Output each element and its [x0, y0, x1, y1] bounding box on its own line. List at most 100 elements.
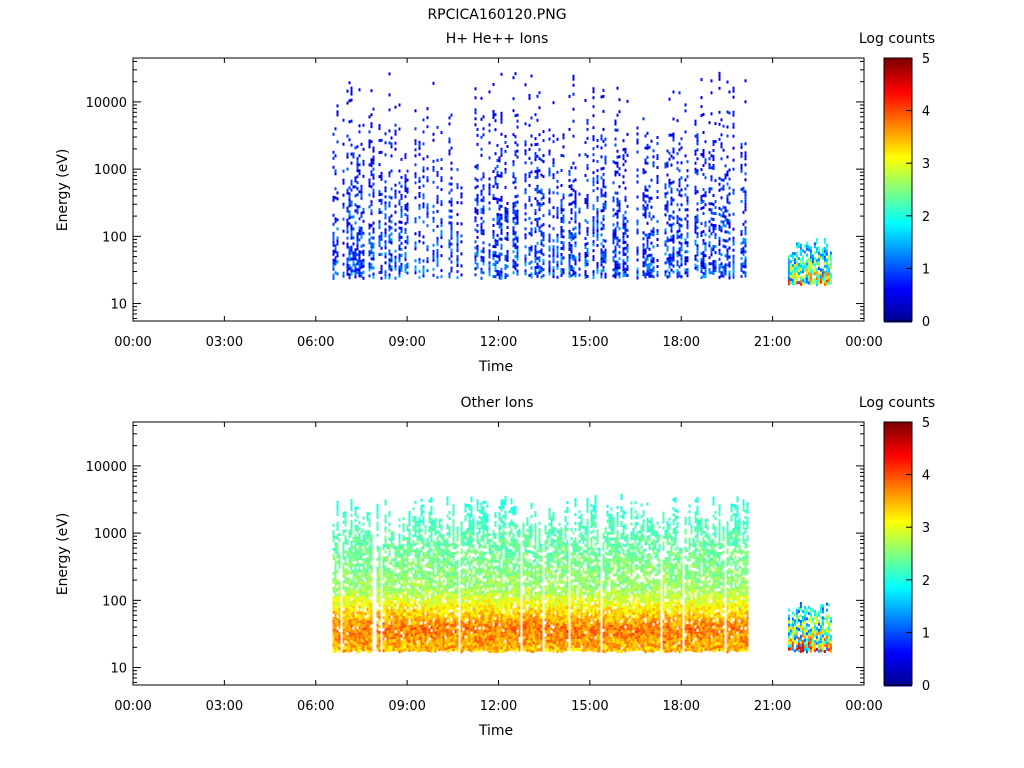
- spectrogram-cell: [430, 637, 433, 641]
- spectrogram-cell: [813, 257, 816, 261]
- spectrogram-cell: [516, 113, 519, 117]
- spectrogram-cell: [370, 209, 373, 213]
- spectrogram-cell: [332, 150, 335, 154]
- spectrogram-cell: [406, 265, 409, 269]
- spectrogram-cell: [516, 155, 519, 159]
- spectrogram-cell: [338, 605, 341, 608]
- spectrogram-cell: [614, 170, 617, 174]
- spectrogram-cell: [416, 634, 419, 638]
- spectrogram-cell: [452, 522, 455, 526]
- spectrogram-cell: [392, 594, 395, 598]
- spectrogram-cell: [336, 524, 339, 528]
- spectrogram-cell: [556, 245, 559, 249]
- spectrogram-cell: [380, 150, 383, 154]
- spectrogram-cell: [614, 227, 617, 231]
- spectrogram-cell: [825, 282, 828, 286]
- colorbar-swatch: [884, 82, 912, 85]
- spectrogram-cell: [334, 568, 337, 572]
- spectrogram-cell: [740, 241, 743, 245]
- spectrogram-cell: [366, 626, 369, 629]
- spectrogram-cell: [612, 256, 615, 260]
- spectrogram-cell: [444, 623, 447, 627]
- spectrogram-cell: [436, 566, 439, 570]
- spectrogram-cell: [348, 258, 351, 262]
- spectrogram-cell: [358, 172, 361, 176]
- spectrogram-cell: [334, 541, 337, 545]
- x-tick-label: 21:00: [754, 335, 791, 350]
- spectrogram-cell: [432, 519, 435, 523]
- spectrogram-cell: [514, 261, 517, 265]
- spectrogram-cell: [528, 246, 531, 250]
- spectrogram-cell: [813, 263, 816, 267]
- spectrogram-cell: [450, 146, 453, 150]
- spectrogram-cell: [720, 145, 723, 149]
- spectrogram-cell: [440, 608, 443, 612]
- spectrogram-cell: [482, 271, 485, 275]
- spectrogram-cell: [416, 523, 419, 527]
- spectrogram-cell: [686, 208, 689, 212]
- spectrogram-cell: [430, 547, 433, 551]
- spectrogram-cell: [358, 554, 361, 558]
- spectrogram-cell: [388, 612, 391, 616]
- spectrogram-cell: [592, 183, 595, 187]
- spectrogram-cell: [332, 637, 335, 641]
- spectrogram-cell: [364, 600, 367, 604]
- spectrogram-cell: [504, 170, 507, 174]
- spectrogram-cell: [400, 226, 403, 230]
- spectrogram-cell: [444, 587, 447, 591]
- spectrogram-cell: [732, 158, 735, 162]
- spectrogram-cell: [668, 223, 671, 227]
- spectrogram-cell: [624, 246, 627, 250]
- spectrogram-cell: [652, 230, 655, 234]
- spectrogram-cell: [436, 626, 439, 630]
- spectrogram-cell: [823, 249, 826, 253]
- spectrogram-cell: [596, 229, 599, 232]
- spectrogram-cell: [430, 580, 433, 584]
- spectrogram-cell: [626, 99, 629, 103]
- spectrogram-cell: [504, 275, 507, 279]
- spectrogram-cell: [442, 615, 445, 619]
- spectrogram-cell: [420, 549, 423, 553]
- spectrogram-cell: [572, 254, 575, 258]
- spectrogram-cell: [446, 547, 449, 551]
- spectrogram-cell: [807, 281, 810, 285]
- spectrogram-cell: [793, 267, 796, 271]
- spectrogram-cell: [684, 109, 687, 113]
- spectrogram-cell: [506, 217, 509, 220]
- spectrogram-cell: [424, 630, 427, 634]
- spectrogram-cell: [592, 90, 595, 94]
- spectrogram-cell: [414, 154, 417, 158]
- spectrogram-cell: [348, 637, 351, 641]
- spectrogram-cell: [442, 579, 445, 583]
- spectrogram-cell: [418, 239, 421, 243]
- spectrogram-cell: [332, 589, 335, 593]
- spectrogram-cell: [492, 110, 495, 113]
- spectrogram-cell: [406, 630, 409, 633]
- spectrogram-cell: [438, 624, 441, 628]
- spectrogram-cell: [402, 580, 405, 584]
- spectrogram-cell: [394, 612, 397, 616]
- spectrogram-cell: [418, 595, 421, 599]
- spectrogram-cell: [448, 607, 451, 611]
- spectrogram-cell: [420, 630, 423, 634]
- spectrogram-cell: [370, 242, 373, 246]
- spectrogram-cell: [444, 626, 447, 630]
- spectrogram-cell: [678, 229, 681, 233]
- spectrogram-cell: [428, 646, 431, 650]
- spectrogram-cell: [500, 147, 503, 151]
- spectrogram-cell: [398, 539, 401, 543]
- spectrogram-cell: [368, 638, 371, 642]
- spectrogram-cell: [452, 618, 455, 622]
- spectrogram-cell: [704, 242, 707, 246]
- spectrogram-cell: [452, 534, 455, 538]
- spectrogram-cell: [368, 518, 371, 522]
- spectrogram-cell: [354, 582, 357, 586]
- spectrogram-cell: [388, 585, 391, 589]
- spectrogram-cell: [448, 595, 451, 599]
- spectrogram-cell: [524, 191, 527, 195]
- spectrogram-cell: [378, 583, 381, 586]
- spectrogram-cell: [474, 258, 477, 262]
- spectrogram-cell: [360, 590, 363, 594]
- spectrogram-cell: [356, 578, 359, 582]
- spectrogram-cell: [360, 554, 363, 558]
